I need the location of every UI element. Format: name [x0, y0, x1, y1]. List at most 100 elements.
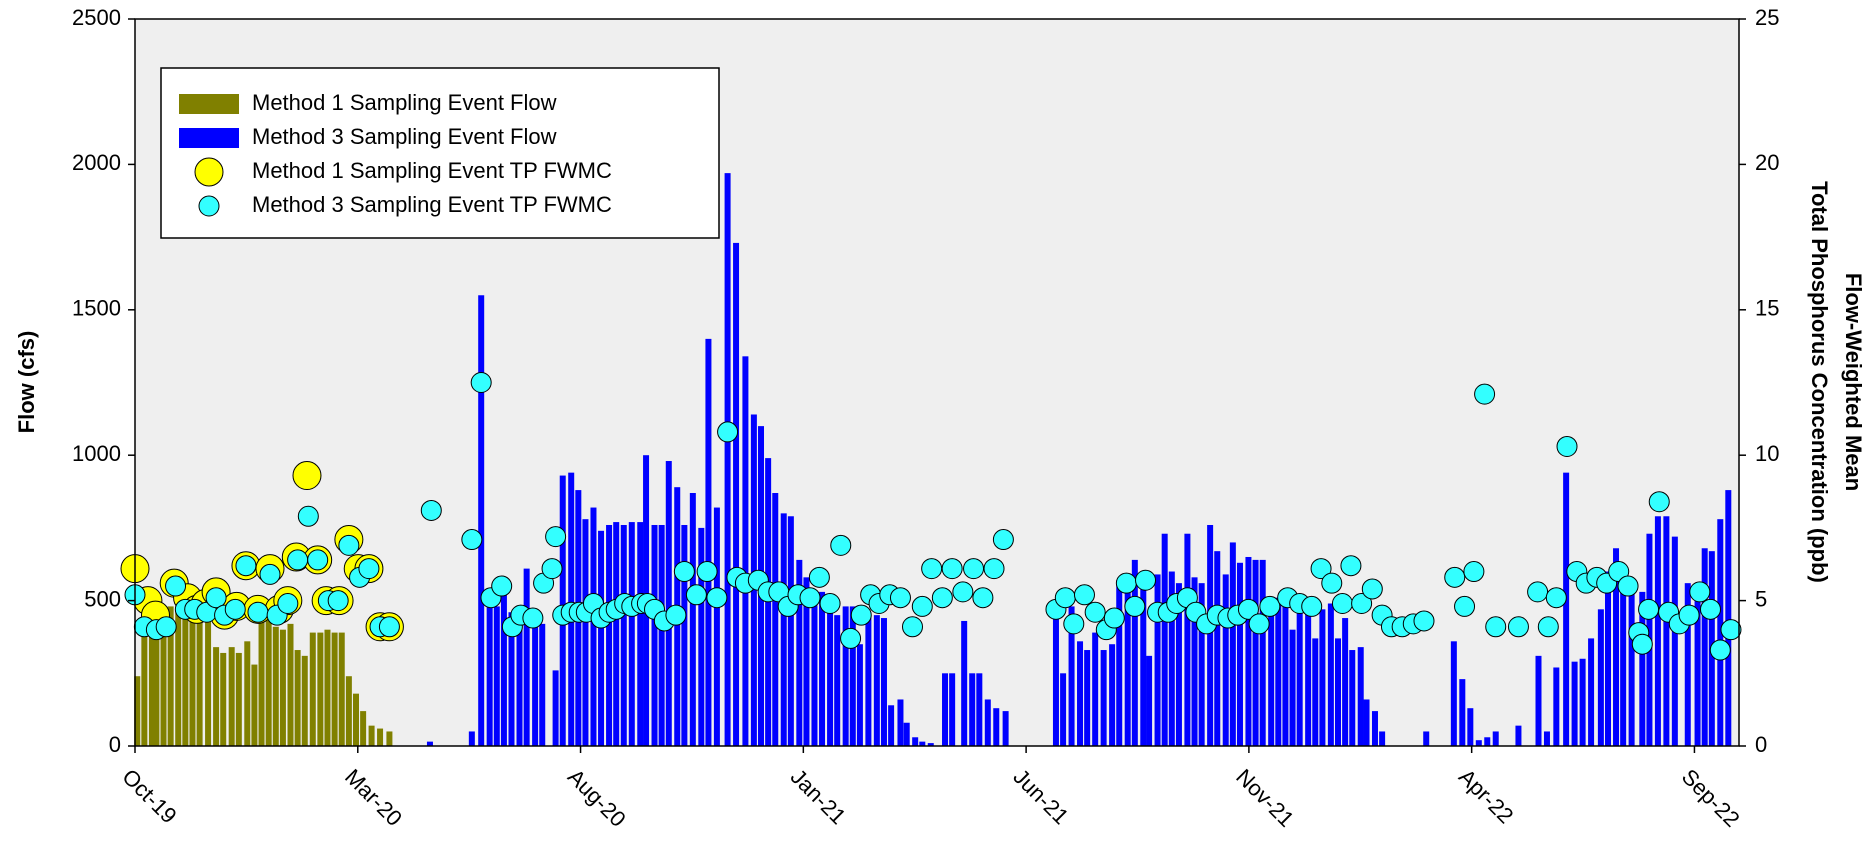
bar: [1484, 737, 1491, 746]
point: [911, 595, 933, 617]
point: [850, 604, 872, 626]
bar: [1597, 609, 1604, 746]
bar: [1191, 577, 1198, 746]
bar: [772, 493, 779, 746]
bar: [134, 676, 141, 746]
bar: [961, 620, 968, 746]
point: [297, 505, 319, 527]
y2-tick-label: 15: [1755, 296, 1779, 321]
bar: [1154, 574, 1161, 746]
point: [1321, 572, 1343, 594]
bar: [976, 673, 983, 746]
bar: [689, 493, 696, 746]
bar: [1282, 600, 1289, 746]
point: [522, 607, 544, 629]
bar: [338, 632, 345, 746]
bar: [803, 577, 810, 746]
bar: [258, 620, 265, 746]
bar: [331, 632, 338, 746]
legend-swatch: [198, 195, 220, 217]
point: [1720, 619, 1742, 641]
point: [1556, 435, 1578, 457]
bar: [1175, 583, 1182, 746]
bar: [244, 641, 251, 746]
y-tick-label: 0: [109, 732, 121, 757]
legend-swatch: [194, 157, 224, 187]
bar: [1620, 588, 1627, 746]
point: [696, 561, 718, 583]
bar: [1077, 641, 1084, 746]
bar: [1563, 472, 1570, 746]
bar: [1289, 629, 1296, 746]
bar: [508, 612, 515, 746]
point: [259, 563, 281, 585]
bar: [927, 743, 934, 746]
bar: [1198, 583, 1205, 746]
legend-swatch: [179, 94, 239, 114]
bar: [1467, 708, 1474, 746]
bar: [637, 522, 644, 746]
bar: [1161, 533, 1168, 746]
point: [819, 593, 841, 615]
y2-tick-label: 0: [1755, 732, 1767, 757]
point: [1054, 587, 1076, 609]
point: [685, 584, 707, 606]
y2-tick-label: 5: [1755, 586, 1767, 611]
bar: [590, 507, 597, 746]
bar: [1717, 519, 1724, 746]
bar: [1639, 591, 1646, 746]
point: [889, 587, 911, 609]
bar: [842, 606, 849, 746]
point: [1537, 616, 1559, 638]
bar: [1450, 641, 1457, 746]
bar: [251, 664, 258, 746]
bar: [228, 647, 235, 746]
bar: [733, 242, 740, 746]
point: [358, 558, 380, 580]
bar: [1259, 559, 1266, 746]
bar: [919, 741, 926, 746]
x-tick-label: Mar-20: [340, 764, 407, 831]
bar: [1335, 638, 1341, 746]
bar: [1131, 559, 1138, 746]
bar: [175, 609, 182, 746]
legend-label: Method 1 Sampling Event Flow: [252, 90, 557, 115]
bar: [969, 673, 976, 746]
point: [1463, 561, 1485, 583]
bar: [1084, 650, 1091, 746]
bar: [317, 632, 324, 746]
point: [470, 372, 492, 393]
bar: [205, 609, 212, 746]
bar: [1654, 516, 1661, 746]
point: [830, 534, 852, 556]
bar: [984, 699, 991, 746]
y2-tick-label: 20: [1755, 150, 1779, 175]
bar: [1222, 574, 1229, 746]
bar: [819, 591, 826, 746]
bar: [903, 722, 910, 746]
bar: [167, 606, 174, 746]
point: [1115, 572, 1137, 594]
bar: [1535, 655, 1542, 746]
bar: [345, 676, 352, 746]
y-tick-label: 1500: [72, 296, 121, 321]
bar: [1296, 600, 1303, 746]
bar: [1252, 559, 1259, 746]
bar: [628, 522, 635, 746]
y2-axis-title: Total Phosphorus Concentration (ppb): [1807, 181, 1832, 583]
bar: [1184, 533, 1191, 746]
bar: [613, 522, 620, 746]
bar: [873, 615, 880, 746]
bar: [1613, 548, 1620, 746]
point: [1454, 595, 1476, 617]
bar: [1327, 603, 1334, 746]
y-axis-title: Flow (cfs): [14, 331, 39, 434]
point: [338, 534, 360, 556]
bar: [279, 629, 286, 746]
bar: [713, 507, 720, 746]
bar: [1684, 583, 1691, 746]
bar: [352, 693, 359, 746]
point: [1507, 616, 1529, 638]
bar: [182, 591, 189, 746]
bar: [912, 737, 919, 746]
